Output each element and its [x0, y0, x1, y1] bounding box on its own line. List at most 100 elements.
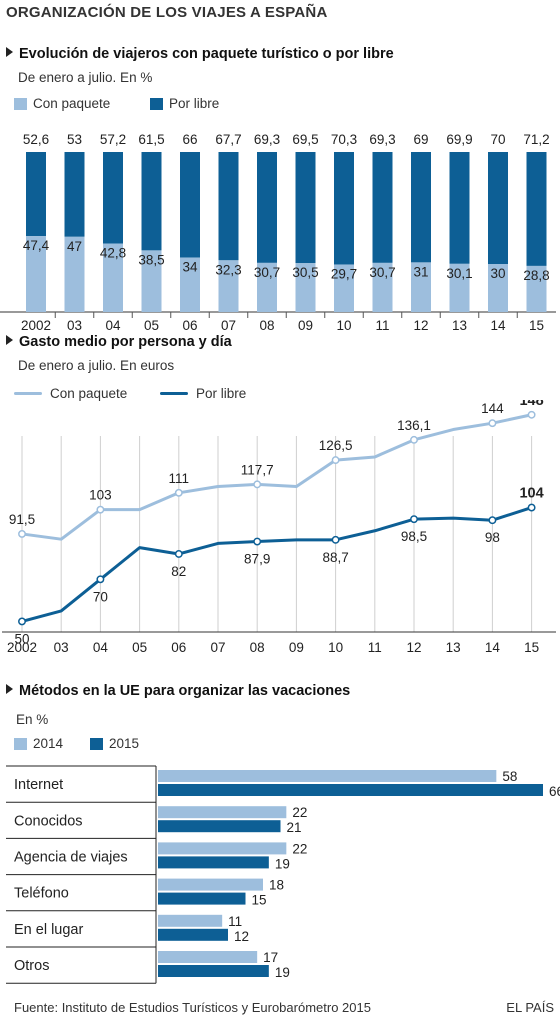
section-1-title-row: Evolución de viajeros con paquete turíst…	[6, 46, 394, 62]
stacked-bar-chart: 52,6 47,4 2002 53 47 03 57,2 42,8 04 61,5 38,5 05 66…	[0, 132, 556, 333]
data-label-con-paquete: 91,5	[9, 512, 35, 527]
data-label-por-libre: 69,3	[369, 132, 395, 147]
bar-con-paquete	[526, 265, 547, 312]
x-tick-label: 04	[93, 640, 109, 655]
data-label-por-libre: 69,9	[446, 132, 472, 147]
bar-2014	[158, 770, 497, 782]
bar-con-paquete	[141, 250, 162, 312]
data-label-por-libre: 98,5	[401, 529, 427, 544]
category-label: Teléfono	[14, 886, 69, 902]
bar-con-paquete	[449, 263, 470, 312]
category-label: Otros	[14, 958, 49, 974]
series-line-por-libre	[21, 506, 533, 623]
chart3-subtitle: En %	[16, 712, 49, 727]
data-label-por-libre: 61,5	[138, 132, 164, 147]
legend-label: 2014	[33, 736, 64, 751]
x-tick-label: 06	[171, 640, 186, 655]
x-tick-label: 15	[529, 318, 544, 333]
bar-con-paquete	[218, 260, 239, 312]
data-label-por-libre: 66	[182, 132, 197, 147]
x-tick-label: 12	[413, 318, 428, 333]
legend-line-light	[14, 392, 42, 395]
x-tick-label: 11	[368, 640, 382, 655]
bar-con-paquete	[488, 264, 508, 312]
page-title: ORGANIZACIÓN DE LOS VIAJES A ESPAÑA	[6, 4, 328, 21]
data-label-2014: 18	[269, 878, 284, 893]
data-point-por-libre	[527, 503, 536, 512]
data-label-por-libre: 69	[413, 132, 428, 147]
data-point-con-paquete	[96, 505, 105, 514]
bar-por-libre	[257, 152, 277, 263]
x-tick-label: 09	[289, 640, 304, 655]
bar-2015	[158, 784, 543, 796]
legend-line-dark	[160, 392, 188, 395]
line-chart: 2002 03 04 05 06 07 08 09 10 11 12 13 14 15 91,5 103 111…	[2, 400, 556, 655]
data-label-por-libre: 70,3	[331, 132, 357, 147]
x-tick-label: 03	[67, 318, 82, 333]
chart3-legend-2014: 2014	[14, 736, 63, 751]
data-label-por-libre: 104	[519, 486, 543, 502]
bar-por-libre	[488, 152, 508, 264]
data-label-con-paquete: 117,7	[241, 462, 274, 477]
bar-con-paquete	[411, 262, 431, 312]
data-label-con-paquete: 28,8	[523, 268, 549, 283]
legend-swatch-light	[14, 97, 27, 110]
data-label-2015: 12	[234, 929, 249, 944]
legend-label: Con paquete	[50, 386, 128, 401]
horizontal-bar-chart: Internet5866Conocidos2221Agencia de viaj…	[6, 765, 560, 984]
x-tick-label: 08	[259, 318, 274, 333]
bar-con-paquete	[334, 264, 354, 312]
bar-2014	[158, 878, 263, 891]
bar-2014	[158, 951, 258, 963]
x-tick-label: 11	[375, 318, 389, 333]
data-point-por-libre	[331, 535, 340, 544]
data-label-con-paquete: 30	[490, 266, 505, 281]
chart3-legend-2015: 2015	[90, 736, 139, 751]
data-label-con-paquete: 126,5	[319, 438, 353, 453]
data-label-con-paquete: 30,5	[292, 265, 318, 280]
data-label-con-paquete: 34	[182, 260, 198, 275]
data-label-por-libre: 98	[485, 530, 500, 545]
credit: EL PAÍS	[506, 1000, 554, 1015]
data-point-por-libre	[253, 537, 262, 546]
data-label-por-libre: 71,2	[523, 132, 549, 147]
data-label-por-libre: 69,3	[254, 132, 280, 147]
data-label-por-libre: 69,5	[292, 132, 318, 147]
data-label-con-paquete: 103	[89, 488, 112, 503]
bar-por-libre	[103, 152, 123, 244]
category-label: Agencia de viajes	[14, 850, 128, 866]
data-point-con-paquete	[488, 419, 497, 428]
chart1-legend-con-paquete: Con paquete	[14, 96, 110, 111]
data-label-con-paquete: 32,3	[215, 262, 241, 277]
legend-swatch-dark	[150, 97, 163, 110]
data-label-por-libre: 70	[93, 589, 108, 604]
chart2-title: Gasto medio por persona y día	[19, 334, 232, 350]
bar-con-paquete	[372, 262, 393, 312]
data-label-2015: 19	[275, 856, 290, 871]
chart2-subtitle: De enero a julio. En euros	[18, 358, 175, 373]
data-label-con-paquete: 30,1	[446, 266, 472, 281]
x-tick-label: 10	[328, 640, 343, 655]
data-point-con-paquete	[18, 529, 26, 538]
bar-2015	[158, 820, 281, 833]
section-bullet-icon	[6, 47, 13, 57]
data-label-2014: 58	[502, 769, 517, 784]
section-bullet-icon	[6, 335, 13, 345]
x-tick-label: 05	[132, 640, 147, 655]
bar-con-paquete	[103, 243, 123, 312]
chart1-subtitle: De enero a julio. En %	[18, 70, 153, 85]
legend-label: 2015	[109, 736, 140, 751]
chart1-legend-por-libre: Por libre	[150, 96, 219, 111]
x-tick-label: 14	[485, 640, 501, 655]
data-label-2015: 19	[275, 965, 290, 980]
chart3-title: Métodos en la UE para organizar las vaca…	[19, 683, 351, 699]
bar-2014	[158, 806, 287, 819]
x-tick-label: 07	[221, 318, 236, 333]
x-tick-label: 15	[524, 640, 539, 655]
data-point-con-paquete	[174, 488, 183, 497]
section-3-title-row: Métodos en la UE para organizar las vaca…	[6, 683, 350, 699]
legend-swatch-dark	[90, 737, 103, 750]
legend-label: Por libre	[169, 96, 220, 111]
bar-por-libre	[449, 152, 470, 264]
bar-2015	[158, 965, 269, 977]
